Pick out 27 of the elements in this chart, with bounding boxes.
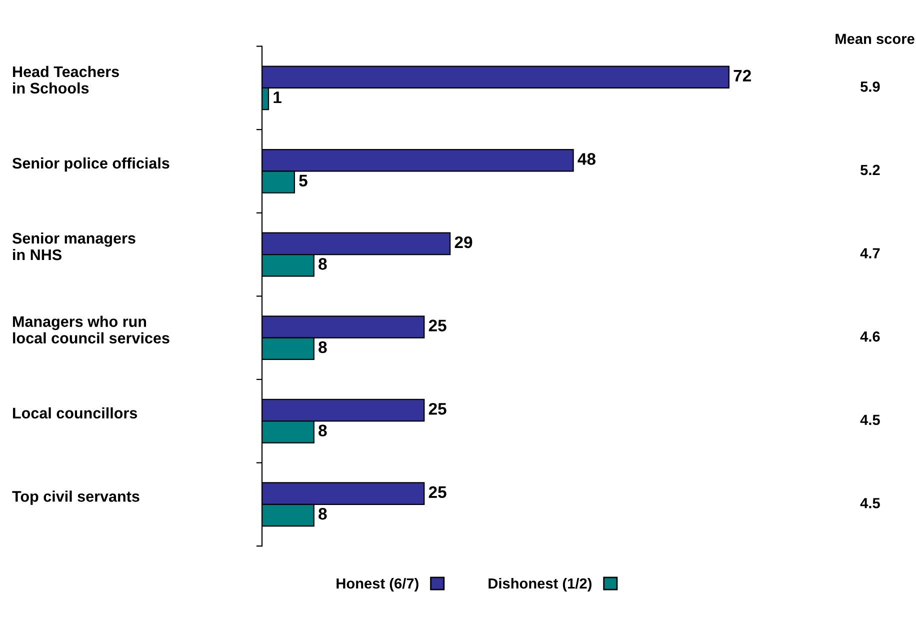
data-label: 8 bbox=[318, 424, 327, 436]
text: 5.2 bbox=[860, 164, 880, 176]
data-label: 8 bbox=[318, 258, 327, 270]
data-label: 1 bbox=[274, 92, 282, 104]
text: 4.6 bbox=[860, 331, 880, 342]
data-label: 8 bbox=[318, 341, 327, 354]
data-label: 72 bbox=[734, 70, 751, 82]
data-label: 25 bbox=[428, 320, 446, 332]
data-label: 5 bbox=[299, 174, 308, 187]
text: 4.5 bbox=[860, 414, 880, 426]
y-tick-label: Local councillors bbox=[13, 407, 138, 419]
data-label: 29 bbox=[454, 236, 472, 248]
data-label: 48 bbox=[578, 153, 596, 165]
data-label: 25 bbox=[428, 402, 446, 415]
y-tick-label: Head Teachers in Schools bbox=[13, 66, 119, 94]
y-tick-label: Top civil servants bbox=[12, 490, 140, 505]
text: Mean score bbox=[836, 34, 914, 44]
legend-label: Dishonest (1/2) bbox=[488, 578, 592, 592]
y-tick-label: Senior managers in NHS bbox=[12, 232, 136, 260]
y-tick-label: Senior police officials bbox=[12, 157, 170, 172]
y-tick-label: Managers who run local council services bbox=[13, 316, 170, 344]
text: 4.5 bbox=[860, 498, 880, 508]
legend-label: Honest (6/7) bbox=[336, 578, 418, 592]
data-label: 8 bbox=[318, 508, 327, 520]
data-label: 25 bbox=[428, 486, 446, 498]
text: 5.9 bbox=[860, 82, 880, 92]
text: 4.7 bbox=[860, 248, 880, 258]
